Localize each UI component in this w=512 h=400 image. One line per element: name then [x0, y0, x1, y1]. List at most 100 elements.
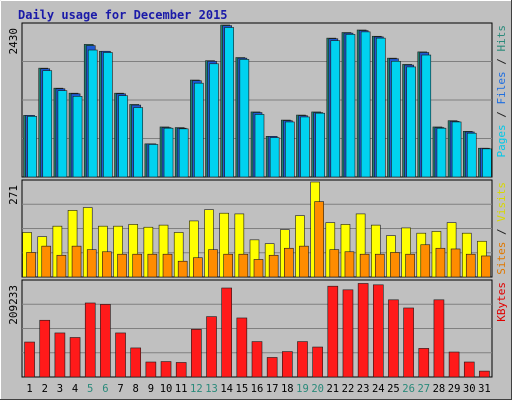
x-tick-label: 30	[463, 383, 476, 395]
legend-entry: KBytes	[495, 282, 508, 322]
legend-entry: Pages	[495, 124, 508, 157]
x-tick-label: 15	[236, 383, 249, 395]
visits-sites-bar-sites	[344, 251, 355, 278]
kbytes-legend: KBytes	[495, 282, 508, 322]
visits-sites-bar-sites	[481, 255, 491, 278]
legend-entry: /	[495, 52, 508, 72]
kbytes-bar-kbytes	[342, 289, 354, 378]
visits-sites-bar-sites	[162, 253, 173, 278]
panel-kbytes: 209233 KBytes	[7, 279, 508, 378]
chart-panels: 2430 Pages / Files / Hits 271 Sites / Visit…	[7, 22, 508, 378]
legend-entry: Sites	[495, 242, 508, 275]
kbytes-bar-kbytes	[312, 346, 323, 378]
kbytes-bar-kbytes	[206, 316, 217, 378]
x-tick-label: 31	[478, 383, 491, 395]
visits-sites-bar-sites	[374, 253, 385, 278]
x-tick-label: 28	[433, 383, 446, 395]
x-tick-label: 27	[417, 383, 430, 395]
x-tick-label: 12	[190, 383, 203, 395]
kbytes-max-label: 209233	[7, 285, 20, 325]
x-tick-label: 22	[342, 383, 355, 395]
pages-files-hits-bar-pages	[391, 60, 401, 178]
pages-files-hits-bar-pages	[466, 132, 477, 178]
kbytes-bar-kbytes	[297, 341, 308, 378]
x-tick-label: 19	[296, 383, 309, 395]
visits-sites-bar-sites	[177, 260, 188, 278]
pages-files-hits-legend: Pages / Files / Hits	[495, 25, 508, 158]
kbytes-bar-kbytes	[479, 370, 490, 378]
pages-files-hits-bar-pages	[27, 116, 37, 178]
x-tick-label: 3	[57, 383, 63, 395]
pages-files-hits-bar-pages	[239, 59, 250, 178]
kbytes-bar-kbytes	[357, 283, 369, 378]
pages-files-hits-bar-pages	[254, 114, 265, 178]
visits-sites-bar-sites	[208, 249, 218, 278]
x-tick-label: 4	[72, 383, 78, 395]
visits-sites-bar-sites	[86, 249, 97, 278]
kbytes-bar-kbytes	[463, 361, 475, 378]
pages-files-hits-bar-pages	[482, 148, 492, 178]
visits-sites-bar-sites	[56, 254, 67, 278]
panel-visits-sites: 271 Sites / Visits	[7, 179, 508, 278]
x-tick-label: 18	[281, 383, 294, 395]
visits-sites-bar-sites	[147, 253, 158, 278]
x-tick-label: 6	[102, 383, 108, 395]
x-tick-label: 29	[448, 383, 461, 395]
pages-files-hits-bar-pages	[209, 63, 219, 178]
chart-title: Daily usage for December 2015	[18, 8, 228, 22]
visits-sites-bar-sites	[132, 253, 143, 278]
pages-files-hits-bar-pages	[133, 107, 144, 178]
x-tick-label: 13	[205, 383, 218, 395]
pages-files-hits-bar-pages	[436, 127, 447, 178]
pages-files-hits-bar-pages	[315, 112, 325, 178]
visits-sites-bar-sites	[299, 245, 309, 278]
pages-files-hits-max-label: 2430	[7, 28, 20, 55]
pages-files-hits-bar-pages	[345, 34, 356, 178]
x-tick-label: 26	[402, 383, 415, 395]
pages-files-hits-bar-pages	[375, 37, 386, 178]
pages-files-hits-bar-pages	[118, 95, 128, 178]
pages-files-hits-bar-pages	[57, 90, 68, 178]
x-tick-label: 9	[148, 383, 154, 395]
legend-entry: Visits	[495, 182, 508, 222]
visits-sites-bar-sites	[268, 254, 279, 278]
kbytes-bar-kbytes	[160, 361, 172, 378]
kbytes-bar-kbytes	[403, 307, 414, 378]
kbytes-bar-kbytes	[372, 284, 384, 378]
legend-entry: Files	[495, 71, 508, 104]
pages-files-hits-bar-pages	[406, 66, 416, 178]
pages-files-hits-bar-pages	[72, 96, 83, 178]
pages-files-hits-bar-pages	[103, 52, 113, 178]
x-tick-label: 10	[160, 383, 173, 395]
kbytes-bar-kbytes	[175, 362, 187, 378]
kbytes-bar-kbytes	[39, 319, 51, 378]
visits-sites-bar-sites	[71, 245, 82, 278]
pages-files-hits-bar-pages	[285, 121, 295, 178]
kbytes-bar-kbytes	[69, 337, 81, 378]
visits-sites-bar-sites	[193, 257, 203, 278]
visits-sites-bar-sites	[465, 253, 476, 278]
visits-sites-legend: Sites / Visits	[495, 182, 508, 275]
visits-sites-bar-sites	[420, 244, 431, 278]
kbytes-bar-kbytes	[433, 299, 445, 378]
x-tick-label: 2	[42, 383, 48, 395]
kbytes-bar-kbytes	[251, 341, 263, 378]
x-tick-label: 23	[357, 383, 370, 395]
visits-sites-bar-sites	[405, 253, 415, 278]
pages-files-hits-bar-pages	[163, 127, 174, 178]
x-tick-label: 1	[26, 383, 32, 395]
visits-sites-bar-sites	[223, 253, 233, 278]
x-tick-label: 16	[251, 383, 264, 395]
kbytes-bar-kbytes	[145, 361, 157, 378]
kbytes-bar-kbytes	[388, 299, 399, 378]
kbytes-bar-kbytes	[418, 348, 430, 378]
x-tick-label: 21	[326, 383, 339, 395]
kbytes-bar-kbytes	[130, 347, 142, 378]
kbytes-bar-kbytes	[100, 304, 111, 378]
visits-sites-bar-sites	[329, 249, 340, 278]
visits-sites-bar-sites	[390, 252, 400, 278]
visits-sites-bar-sites	[284, 247, 294, 278]
x-tick-label: 17	[266, 383, 279, 395]
kbytes-bar-kbytes	[84, 302, 96, 378]
